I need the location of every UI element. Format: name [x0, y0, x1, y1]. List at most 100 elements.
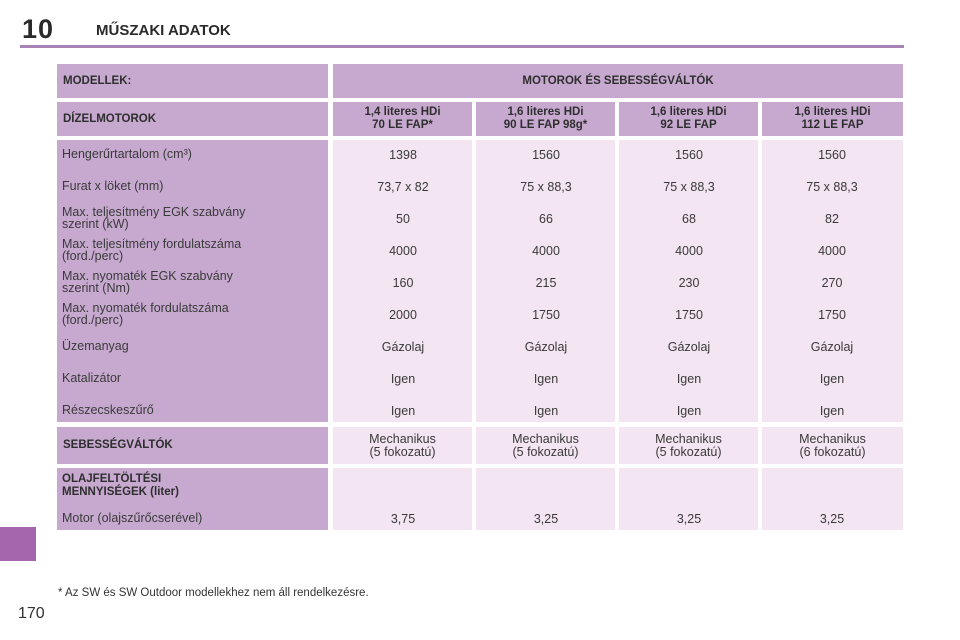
engine-header-3: 1,6 literes HDi 92 LE FAP [619, 102, 758, 136]
spec-value: 66 [539, 212, 553, 226]
header-divider [20, 45, 904, 48]
spec-column-2 [476, 140, 615, 422]
oil-cell-4 [762, 468, 903, 530]
engine-power: 90 LE FAP 98g* [503, 119, 588, 131]
gearbox-cell-3: Mechanikus (5 fokozatú) [619, 427, 758, 464]
footnote: * Az SW és SW Outdoor modellekhez nem ál… [58, 587, 369, 599]
spec-label: Katalizátor [62, 371, 122, 385]
gearbox-gears: (5 fokozatú) [655, 444, 722, 459]
spec-value: 1750 [675, 308, 703, 322]
spec-value: Igen [819, 404, 845, 418]
gearbox-cell-4: Mechanikus (6 fokozatú) [762, 427, 903, 464]
gearbox-cell-2: Mechanikus (5 fokozatú) [476, 427, 615, 464]
spec-value: 4000 [532, 244, 560, 258]
diesel-engines-header: DÍZELMOTOROK [57, 102, 328, 136]
spec-label: Furat x löket (mm) [62, 179, 164, 193]
oil-cell-2 [476, 468, 615, 530]
spec-value: 2000 [389, 308, 417, 322]
spec-value: 1750 [532, 308, 560, 322]
spec-value: Igen [676, 404, 702, 418]
spec-value: 68 [682, 212, 696, 226]
chapter-title: MŰSZAKI ADATOK [96, 22, 231, 39]
spec-value: 75 x 88,3 [520, 180, 572, 194]
spec-value: Igen [533, 372, 559, 386]
spec-value: 4000 [818, 244, 846, 258]
oil-value: 3,25 [533, 512, 559, 526]
spec-value: 4000 [389, 244, 417, 258]
page-number: 170 [18, 605, 45, 622]
spec-value: 270 [821, 276, 843, 290]
spec-value: Gázolaj [524, 340, 568, 354]
spec-value: Igen [390, 372, 416, 386]
spec-value: Igen [533, 404, 559, 418]
spec-value: 215 [535, 276, 557, 290]
oil-capacity-title-cont: MENNYISÉGEK (liter) [62, 486, 179, 498]
gearbox-cell-1: Mechanikus (5 fokozatú) [333, 427, 472, 464]
spec-value: Gázolaj [810, 340, 854, 354]
chapter-side-tab [0, 527, 36, 561]
gearbox-type: Mechanikus [512, 431, 579, 446]
spec-label: Max. nyomaték EGK szabvány [62, 269, 233, 283]
oil-cell-1 [333, 468, 472, 530]
engine-name: 1,6 literes HDi [650, 106, 727, 118]
spec-value: 230 [678, 276, 700, 290]
oil-label-cell [57, 468, 328, 530]
chapter-number: 10 [22, 14, 55, 44]
oil-row-label: Motor (olajszűrőcserével) [62, 511, 203, 525]
gearbox-type: Mechanikus [655, 431, 722, 446]
oil-cell-3 [619, 468, 758, 530]
spec-label: Max. teljesítmény EGK szabvány [62, 205, 246, 219]
oil-value: 3,25 [676, 512, 702, 526]
spec-value: 1560 [818, 148, 846, 162]
gearbox-type: Mechanikus [799, 431, 866, 446]
spec-value: 1398 [389, 148, 417, 162]
spec-label: Max. teljesítmény fordulatszáma [62, 237, 242, 251]
engine-power: 112 LE FAP [801, 119, 864, 131]
spec-value: 1750 [818, 308, 846, 322]
spec-label-cont: (ford./perc) [62, 249, 124, 263]
engine-header-2: 1,6 literes HDi 90 LE FAP 98g* [476, 102, 615, 136]
models-header: MODELLEK: [57, 64, 328, 98]
engine-name: 1,4 literes HDi [364, 106, 441, 118]
engine-header-4: 1,6 literes HDi 112 LE FAP [762, 102, 903, 136]
spec-column-1 [333, 140, 472, 422]
engine-header-1: 1,4 literes HDi 70 LE FAP* [333, 102, 472, 136]
spec-label: Üzemanyag [62, 339, 129, 353]
spec-column-3 [619, 140, 758, 422]
spec-value: 75 x 88,3 [806, 180, 858, 194]
spec-value: 160 [392, 276, 414, 290]
spec-label-cont: szerint (kW) [62, 217, 129, 231]
spec-value: 82 [825, 212, 839, 226]
gearbox-header: SEBESSÉGVÁLTÓK [57, 427, 328, 464]
spec-value: 1560 [675, 148, 703, 162]
spec-label: Hengerűrtartalom (cm³) [62, 147, 192, 161]
gearbox-gears: (5 fokozatú) [512, 444, 579, 459]
spec-label: Részecskeszűrő [62, 403, 154, 417]
spec-value: 75 x 88,3 [663, 180, 715, 194]
oil-capacity-title: OLAJFELTÖLTÉSI [62, 473, 162, 485]
spec-value: 1560 [532, 148, 560, 162]
gearbox-gears: (5 fokozatú) [369, 444, 436, 459]
engine-power: 70 LE FAP* [372, 119, 433, 131]
spec-value: Gázolaj [381, 340, 425, 354]
spec-column-4 [762, 140, 903, 422]
spec-value: 50 [396, 212, 410, 226]
spec-value: Gázolaj [667, 340, 711, 354]
spec-value: Igen [676, 372, 702, 386]
spec-value: Igen [390, 404, 416, 418]
spec-label-cont: szerint (Nm) [62, 281, 131, 295]
spec-value: 4000 [675, 244, 703, 258]
spec-label-column [57, 140, 328, 422]
engine-power: 92 LE FAP [660, 119, 717, 131]
spec-value: 73,7 x 82 [377, 180, 429, 194]
spec-value: Igen [819, 372, 845, 386]
gearbox-type: Mechanikus [369, 431, 436, 446]
gearbox-gears: (6 fokozatú) [799, 444, 866, 459]
oil-value: 3,25 [819, 512, 845, 526]
engines-header: MOTOROK ÉS SEBESSÉGVÁLTÓK [333, 64, 903, 98]
engine-name: 1,6 literes HDi [507, 106, 584, 118]
oil-value: 3,75 [390, 512, 416, 526]
spec-label-cont: (ford./perc) [62, 313, 124, 327]
spec-label: Max. nyomaték fordulatszáma [62, 301, 229, 315]
engine-name: 1,6 literes HDi [794, 106, 871, 118]
